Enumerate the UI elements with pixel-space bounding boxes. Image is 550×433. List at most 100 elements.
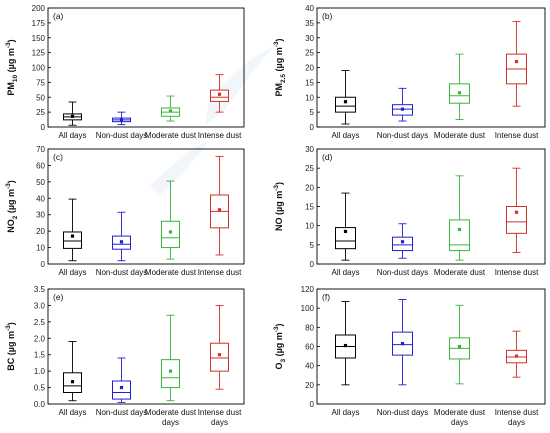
y-tick-label: 30 — [305, 34, 314, 43]
box-body — [63, 231, 82, 249]
chart-panel-b: 0 5 10 15 20 25 30 35 40 PM2.5 (µg m-3) (b) All day… — [273, 4, 546, 140]
y-tick-label: 125 — [32, 49, 46, 58]
box-3 — [161, 95, 180, 122]
y-tick-label: 80 — [305, 323, 314, 332]
y-tick-label: 150 — [32, 34, 46, 43]
y-tick-label: 0.5 — [34, 384, 46, 393]
mean-marker — [70, 234, 75, 238]
mean-marker — [217, 92, 222, 96]
y-tick-label: 10 — [305, 222, 314, 231]
x-category-label: Intense dust — [495, 268, 539, 277]
mean-marker — [400, 107, 405, 111]
y-tick-label: 2.5 — [34, 318, 46, 327]
y-tick-label: 100 — [32, 64, 46, 73]
y-tick-label: 120 — [301, 285, 315, 294]
y-tick-label: 15 — [305, 78, 314, 87]
mean-marker — [343, 343, 348, 348]
y-tick-label: 75 — [36, 78, 45, 87]
box-4 — [506, 330, 527, 378]
mean-marker — [70, 380, 75, 384]
y-tick-label: 50 — [36, 93, 45, 102]
watermark — [150, 45, 275, 195]
x-category-label: Non-dust days — [96, 268, 148, 277]
mean-marker — [119, 240, 124, 244]
panel-label: (e) — [53, 292, 64, 302]
y-tick-label: 30 — [36, 211, 45, 220]
box-2 — [392, 87, 413, 122]
x-category-label: Non-dust days — [96, 408, 148, 417]
x-category-label: Intense dust days — [495, 408, 539, 427]
y-axis-label: PM10 (µg m-3) — [5, 39, 19, 95]
mean-marker — [400, 240, 405, 244]
y-tick-label: 25 — [36, 108, 45, 117]
box-4 — [210, 74, 229, 113]
x-category-label: Moderate dust — [434, 131, 486, 140]
box-3 — [449, 53, 470, 121]
box-body — [449, 219, 470, 252]
panel-label: (c) — [53, 152, 63, 162]
x-category-label: Moderate dust days — [434, 408, 486, 427]
box-body — [335, 227, 356, 250]
y-tick-label: 5 — [310, 108, 315, 117]
panel-label: (d) — [322, 152, 333, 162]
panel-label: (b) — [322, 11, 333, 21]
y-tick-label: 1.5 — [34, 351, 46, 360]
y-tick-label: 1.0 — [34, 367, 46, 376]
y-tick-label: 175 — [32, 19, 46, 28]
box-1 — [63, 341, 82, 402]
y-tick-label: 0 — [41, 123, 46, 132]
y-tick-label: 40 — [305, 4, 314, 13]
x-category-label: Moderate dust — [434, 268, 486, 277]
mean-marker — [514, 354, 519, 358]
chart-panel-f: 0 20 40 60 80 100 120 O3 (µg m-3) (f) All days Non… — [273, 285, 546, 427]
y-tick-label: 200 — [32, 4, 46, 13]
y-tick-label: 60 — [36, 161, 45, 170]
y-tick-label: 100 — [301, 304, 315, 313]
box-body — [335, 96, 356, 113]
y-tick-label: 0 — [310, 400, 315, 409]
mean-marker — [217, 208, 222, 212]
x-category-label: Non-dust days — [96, 131, 148, 140]
chart-panel-c: 0 10 20 30 40 50 60 70 NO2 (µg m-3) (c) All days No… — [5, 145, 245, 277]
x-category-label: Moderate dust — [145, 268, 197, 277]
mean-marker — [400, 342, 405, 346]
chart-panel-a: 0 25 50 75 100 125 150 175 200 PM10 (µg m-3) (a) Al… — [5, 4, 245, 140]
box-4 — [506, 167, 527, 253]
y-tick-label: 20 — [305, 64, 314, 73]
box-3 — [161, 180, 180, 260]
box-body — [161, 359, 180, 389]
y-tick-label: 10 — [305, 93, 314, 102]
y-axis-label: NO (µg m-3) — [273, 182, 284, 231]
x-category-label: Moderate dust days — [145, 408, 197, 427]
y-tick-label: 60 — [305, 343, 314, 352]
plot-frame — [47, 148, 245, 265]
box-2 — [392, 223, 413, 259]
box-1 — [335, 301, 356, 386]
y-axis-label: O3 (µg m-3) — [273, 323, 287, 369]
y-tick-label: 5 — [310, 241, 315, 250]
y-tick-label: 20 — [305, 381, 314, 390]
box-body — [506, 206, 527, 234]
box-1 — [63, 101, 82, 126]
mean-marker — [119, 118, 124, 122]
mean-marker — [457, 227, 462, 232]
x-category-label: Intense dust — [495, 131, 539, 140]
box-body — [112, 380, 131, 400]
box-1 — [335, 192, 356, 261]
mean-marker — [70, 114, 75, 118]
box-3 — [161, 314, 180, 402]
mean-marker — [457, 91, 462, 95]
box-4 — [506, 20, 527, 107]
mean-marker — [514, 59, 519, 64]
y-tick-label: 70 — [36, 145, 45, 154]
box-4 — [210, 155, 229, 256]
mean-marker — [514, 210, 519, 214]
x-category-label: All days — [58, 131, 86, 140]
box-3 — [449, 175, 470, 261]
box-body — [210, 342, 229, 372]
panel-label: (f) — [322, 292, 330, 302]
y-tick-label: 25 — [305, 49, 314, 58]
y-tick-label: 20 — [36, 227, 45, 236]
